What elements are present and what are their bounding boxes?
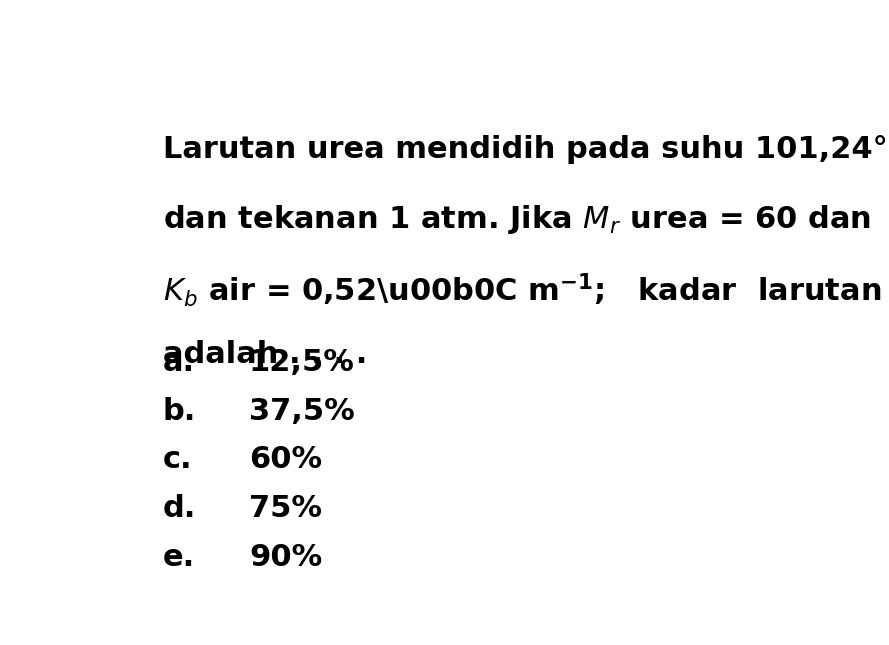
Text: Larutan urea mendidih pada suhu 101,24°C: Larutan urea mendidih pada suhu 101,24°C	[163, 135, 889, 164]
Text: 90%: 90%	[249, 542, 322, 571]
Text: 75%: 75%	[249, 494, 322, 523]
Text: a.: a.	[163, 348, 195, 377]
Text: e.: e.	[163, 542, 195, 571]
Text: c.: c.	[163, 446, 192, 475]
Text: dan tekanan 1 atm. Jika $\mathbf{\mathit{M}}_{\mathbf{\mathit{r}}}$ urea = 60 da: dan tekanan 1 atm. Jika $\mathbf{\mathit…	[163, 203, 871, 236]
Text: 37,5%: 37,5%	[249, 397, 355, 426]
Text: d.: d.	[163, 494, 196, 523]
Text: 12,5%: 12,5%	[249, 348, 355, 377]
Text: b.: b.	[163, 397, 196, 426]
Text: $\mathbf{\mathit{K}}_{\mathbf{\mathit{b}}}$ air = 0,52\u00b0C m$^{\mathbf{-1}}$;: $\mathbf{\mathit{K}}_{\mathbf{\mathit{b}…	[163, 272, 889, 309]
Text: adalah . . . .: adalah . . . .	[163, 340, 367, 369]
Text: 60%: 60%	[249, 446, 322, 475]
